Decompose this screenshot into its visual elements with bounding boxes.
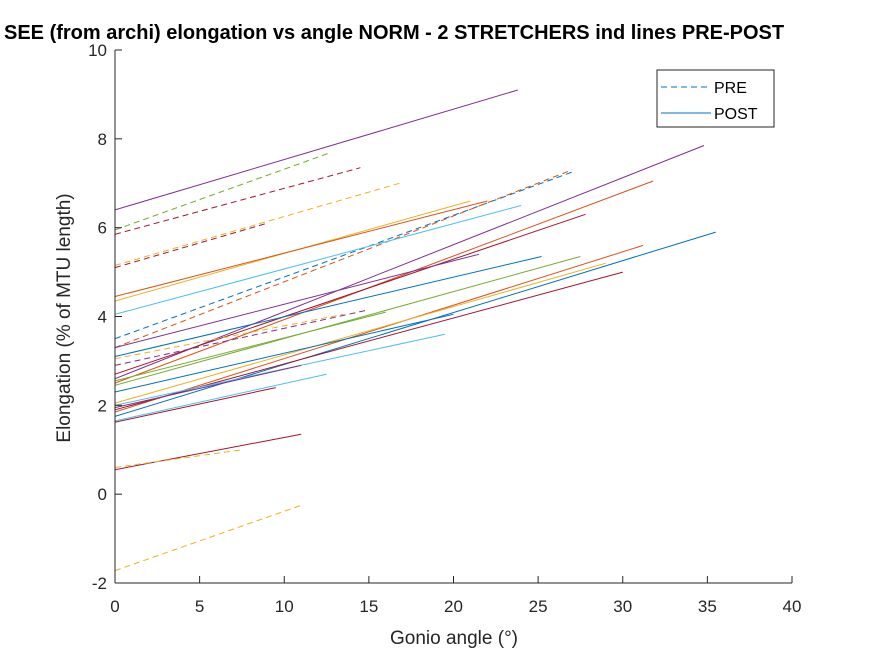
post-series-line-23 [114, 313, 454, 393]
pre-series-line-31 [114, 504, 302, 572]
legend-box [656, 69, 775, 128]
post-series-line-15 [114, 231, 716, 417]
x-tick-label: 0 [110, 597, 119, 616]
post-series-line-27 [114, 364, 302, 409]
post-series-line-26 [114, 373, 327, 422]
post-series-line-10 [114, 205, 522, 315]
chart-title: SEE (from archi) elongation vs angle NOR… [4, 22, 784, 44]
x-axis-label: Gonio angle (°) [390, 628, 518, 649]
post-series-line-28 [114, 387, 276, 423]
post-series-line-17 [114, 262, 606, 404]
x-axis-ticks: 0 5 10 15 20 25 30 35 40 [110, 576, 801, 616]
post-series-line-20 [114, 253, 480, 349]
x-tick-label: 20 [444, 597, 463, 616]
post-series-line-11 [114, 145, 705, 380]
post-series-line-13 [114, 213, 586, 375]
pre-series-line-2 [114, 151, 332, 231]
x-tick-label: 10 [275, 597, 294, 616]
post-series-line-22 [114, 311, 386, 382]
x-tick-label: 30 [613, 597, 632, 616]
y-tick-label: 6 [98, 219, 107, 238]
pre-series-line-24 [114, 309, 370, 366]
legend-post-label: POST [714, 106, 758, 123]
post-series-line-12 [114, 180, 654, 384]
post-series-line-9 [114, 200, 488, 297]
y-tick-label: 10 [88, 41, 107, 60]
pre-series-line-6 [114, 171, 573, 340]
post-series-line-18 [114, 256, 581, 386]
y-tick-label: -2 [92, 574, 107, 593]
series-layer [114, 89, 716, 572]
pre-series-line-25 [114, 313, 344, 360]
y-tick-label: 4 [98, 308, 107, 327]
legend-pre-label: PRE [714, 80, 747, 97]
pre-series-line-7 [114, 169, 573, 349]
post-series-line-14 [114, 256, 542, 357]
x-tick-label: 40 [783, 597, 802, 616]
y-tick-label: 2 [98, 396, 107, 415]
pre-series-line-30 [114, 449, 242, 468]
y-tick-label: 0 [98, 485, 107, 504]
post-series-line-16 [114, 244, 644, 413]
y-tick-label: 8 [98, 130, 107, 149]
y-axis-label: Elongation (% of MTU length) [54, 193, 75, 442]
x-tick-label: 25 [529, 597, 548, 616]
pre-series-line-5 [114, 222, 268, 269]
x-tick-label: 35 [698, 597, 717, 616]
y-axis-ticks: -2 0 2 4 6 8 10 [88, 41, 122, 593]
x-tick-label: 15 [359, 597, 378, 616]
post-series-line-29 [114, 433, 302, 471]
post-series-line-1 [114, 89, 518, 211]
x-tick-label: 5 [195, 597, 204, 616]
legend: PRE POST [656, 69, 775, 128]
pre-series-line-3 [114, 167, 361, 235]
